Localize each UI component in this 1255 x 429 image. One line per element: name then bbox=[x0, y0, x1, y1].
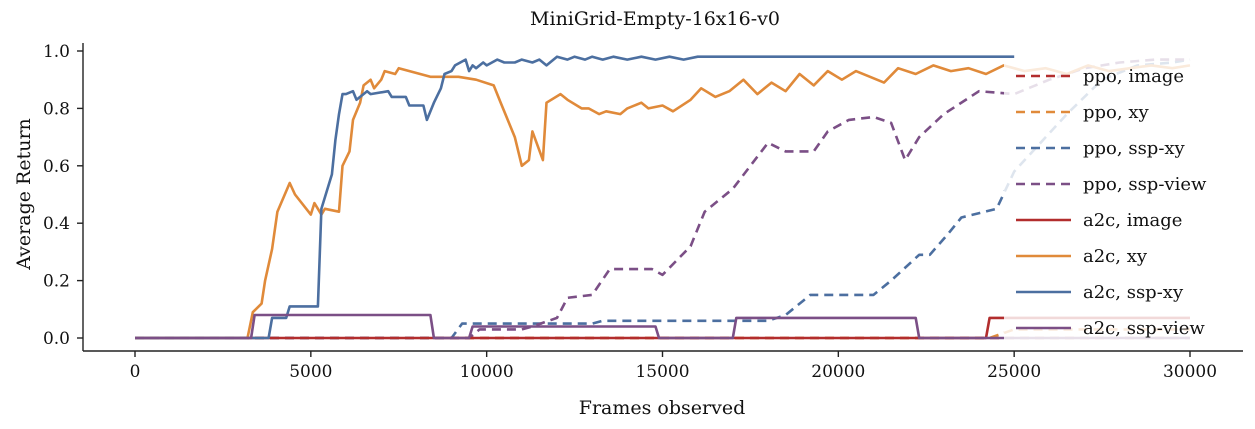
y-tick-label: 0.8 bbox=[43, 99, 70, 119]
legend-background bbox=[1004, 58, 1240, 349]
series-line-a2c-xy bbox=[135, 64, 1191, 340]
y-ticks: 0.0 0.2 0.4 0.6 0.8 1.0 bbox=[43, 42, 83, 349]
y-tick-label: 0.6 bbox=[43, 157, 70, 177]
series-line-a2c-ssp-view bbox=[135, 313, 1190, 340]
legend-label-a2c-image: a2c, image bbox=[1083, 210, 1182, 231]
legend-label-ppo-xy: ppo, xy bbox=[1083, 102, 1149, 123]
legend-label-ppo-ssp-xy: ppo, ssp-xy bbox=[1083, 138, 1186, 159]
legend-label-a2c-xy: a2c, xy bbox=[1083, 246, 1148, 267]
legend-label-a2c-ssp-view: a2c, ssp-view bbox=[1083, 318, 1205, 339]
y-tick-label: 0.2 bbox=[43, 272, 70, 292]
y-tick-label: 0.4 bbox=[43, 214, 70, 234]
x-axis-label: Frames observed bbox=[579, 397, 745, 419]
x-ticks: 0 5000 10000 15000 20000 25000 30000 bbox=[130, 351, 1217, 382]
legend-label-a2c-ssp-xy: a2c, ssp-xy bbox=[1083, 282, 1184, 303]
x-tick-label: 30000 bbox=[1163, 362, 1217, 382]
legend-label-ppo-image: ppo, image bbox=[1083, 66, 1184, 87]
series-line-a2c-ssp-xy bbox=[135, 55, 1015, 340]
x-tick-label: 20000 bbox=[811, 362, 865, 382]
y-axis-label: Average Return bbox=[13, 118, 35, 271]
x-tick-label: 5000 bbox=[289, 362, 332, 382]
x-tick-label: 0 bbox=[130, 362, 141, 382]
x-tick-label: 10000 bbox=[460, 362, 514, 382]
x-tick-label: 15000 bbox=[635, 362, 689, 382]
y-tick-label: 0.0 bbox=[43, 329, 70, 349]
legend-label-ppo-ssp-view: ppo, ssp-view bbox=[1083, 174, 1207, 195]
y-tick-label: 1.0 bbox=[43, 42, 70, 62]
chart-title: MiniGrid-Empty-16x16-v0 bbox=[530, 8, 780, 30]
legend: ppo, image ppo, xy ppo, ssp-xy ppo, ssp-vie… bbox=[1004, 58, 1240, 349]
x-tick-label: 25000 bbox=[987, 362, 1041, 382]
